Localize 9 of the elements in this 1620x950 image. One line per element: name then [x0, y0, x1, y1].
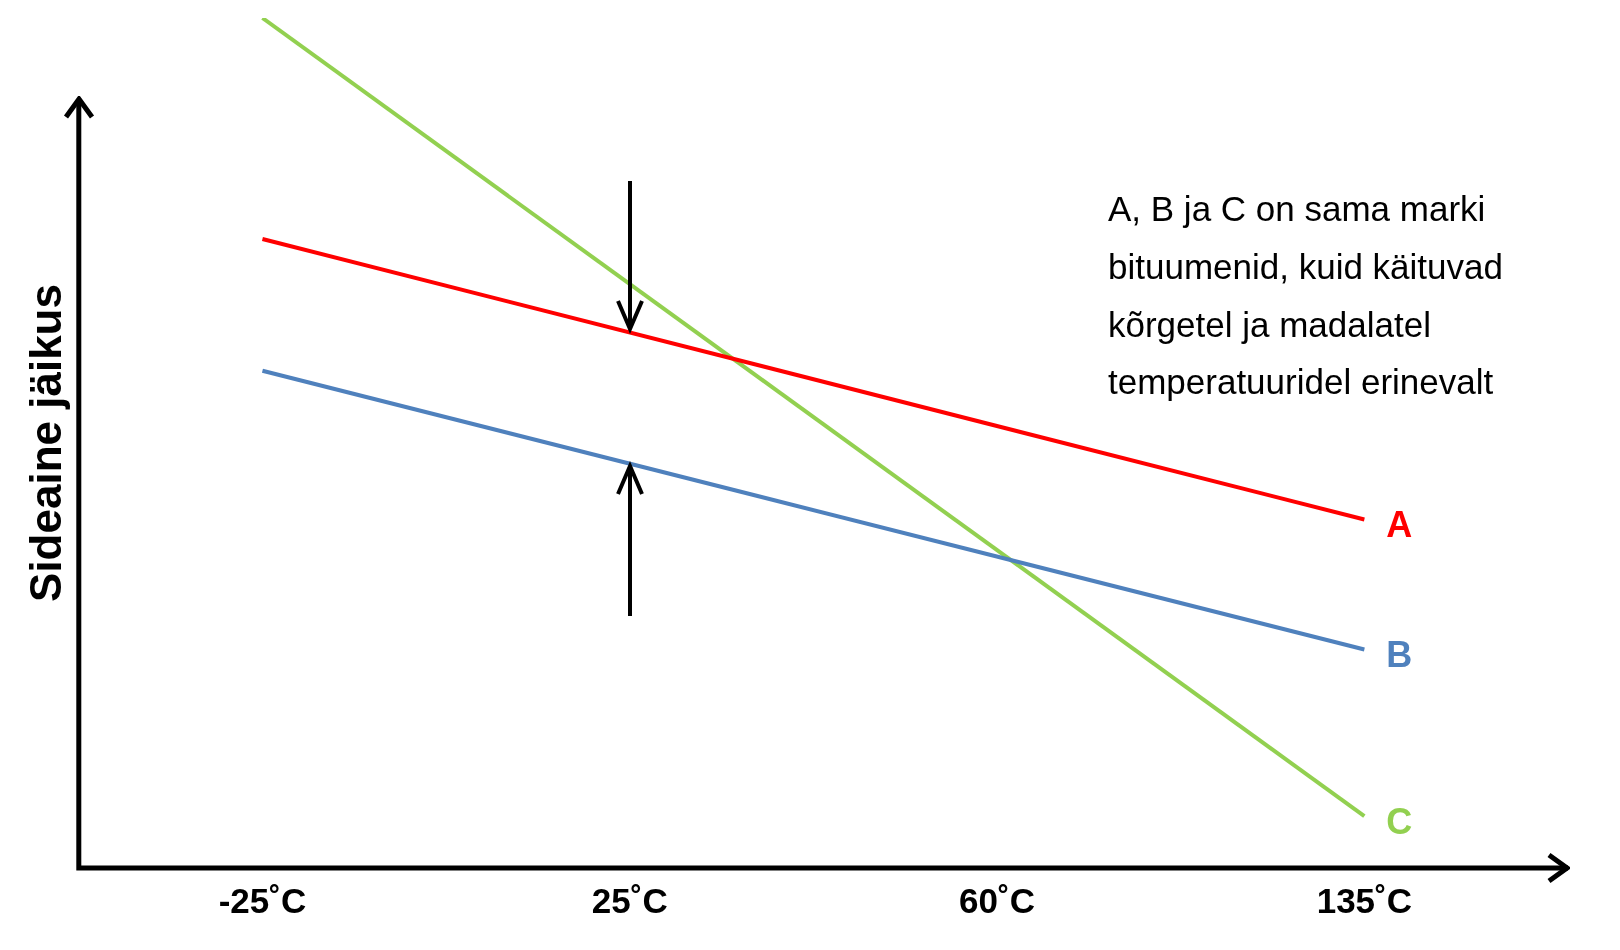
x-tick-label: 60˚C	[959, 880, 1035, 920]
x-tick-label: -25˚C	[218, 880, 307, 920]
x-tick-label: 25˚C	[591, 880, 668, 920]
series-label: B	[1386, 634, 1413, 676]
annotation: A, B ja C on sama marki bituumenid, kuid käituvad kõrgetel ja madalatel temperatuuridel erinevalt	[1108, 188, 1504, 404]
series-label: A	[1386, 504, 1413, 546]
y-axis-title: Sideaine jäikus	[20, 284, 70, 602]
x-tick-label: 135˚C	[1316, 880, 1413, 920]
series-label: C	[1386, 801, 1413, 843]
